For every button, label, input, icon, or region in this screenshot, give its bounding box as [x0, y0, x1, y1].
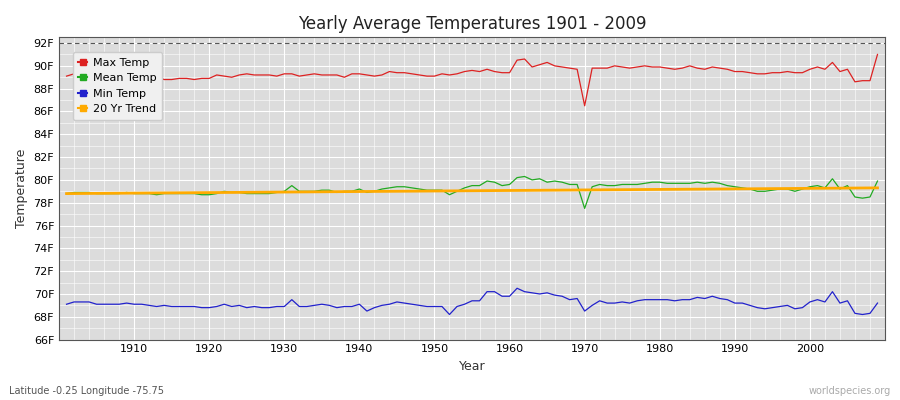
Title: Yearly Average Temperatures 1901 - 2009: Yearly Average Temperatures 1901 - 2009 — [298, 15, 646, 33]
Text: Latitude -0.25 Longitude -75.75: Latitude -0.25 Longitude -75.75 — [9, 386, 164, 396]
X-axis label: Year: Year — [459, 360, 485, 373]
Y-axis label: Temperature: Temperature — [15, 149, 28, 228]
Legend: Max Temp, Mean Temp, Min Temp, 20 Yr Trend: Max Temp, Mean Temp, Min Temp, 20 Yr Tre… — [73, 52, 162, 120]
Text: worldspecies.org: worldspecies.org — [809, 386, 891, 396]
